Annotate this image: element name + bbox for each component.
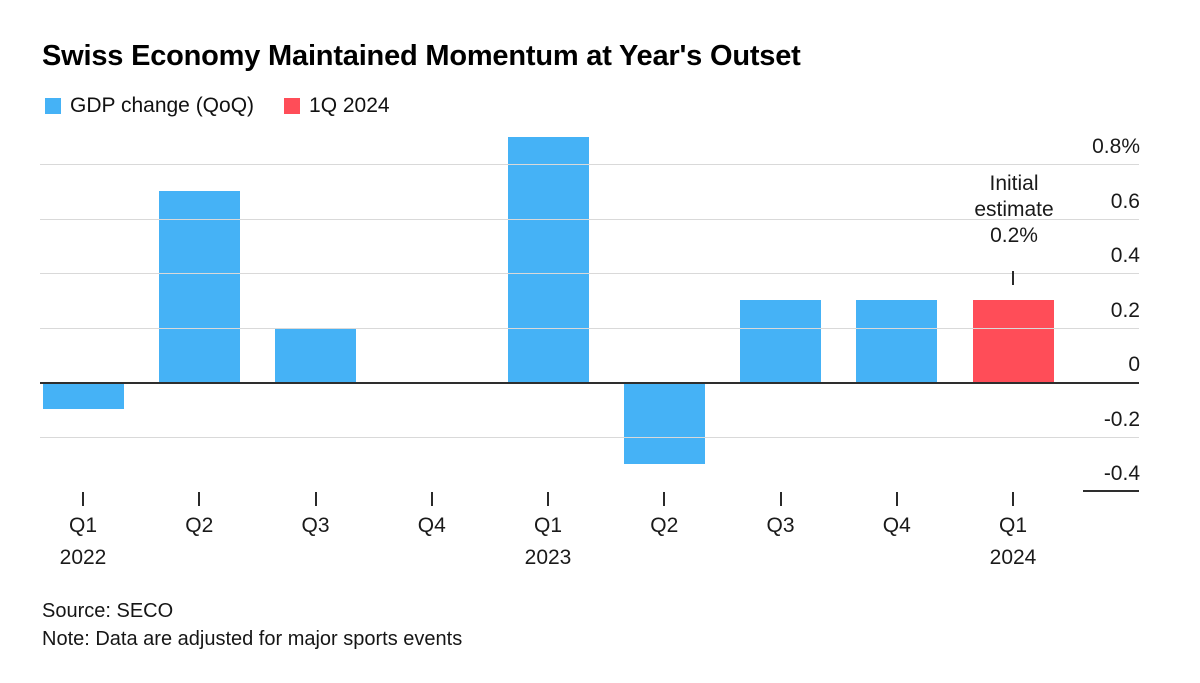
- bar-q1-2022: [42, 384, 124, 410]
- footer: Source: SECO Note: Data are adjusted for…: [42, 597, 462, 653]
- x-axis-label: Q1: [68, 514, 97, 537]
- x-axis-year-label: 2024: [989, 546, 1037, 569]
- legend-label: 1Q 2024: [309, 94, 390, 117]
- legend-swatch-blue: [45, 98, 61, 114]
- annotation-line: 0.2%: [990, 224, 1038, 247]
- bar-q3: [275, 327, 356, 382]
- gridline: [40, 327, 1139, 329]
- gridline: [40, 218, 1139, 220]
- legend-item-gdp-change: GDP change (QoQ): [45, 94, 254, 118]
- gridline: [40, 436, 1139, 438]
- bar-q2: [158, 191, 240, 382]
- gridline: [40, 273, 1139, 274]
- x-axis-tick: [314, 492, 317, 506]
- x-axis-label: Q2: [185, 514, 214, 537]
- x-axis-tick: [82, 492, 84, 506]
- annotation-line: Initial: [989, 172, 1039, 195]
- x-axis-tick: [198, 492, 201, 506]
- x-axis-tick: [430, 492, 433, 506]
- x-axis-tick: [895, 492, 898, 506]
- chart-title: Swiss Economy Maintained Momentum at Yea…: [42, 40, 801, 72]
- y-axis-label: 0.2: [1110, 298, 1140, 322]
- x-axis-tick: [547, 492, 549, 506]
- bar-q3: [740, 300, 821, 382]
- bar-q1-2023: [507, 136, 589, 382]
- x-axis-label: Q3: [766, 514, 795, 537]
- zero-axis-line: [40, 382, 1139, 384]
- legend-item-1q-2024: 1Q 2024: [284, 94, 390, 118]
- note-text: Note: Data are adjusted for major sports…: [42, 628, 463, 650]
- x-axis-year-label: 2022: [59, 546, 107, 569]
- x-axis-label: Q4: [417, 514, 446, 537]
- x-axis-tick: [663, 492, 666, 506]
- x-axis-tick: [779, 492, 782, 506]
- bar-q1-2024-highlight: [972, 300, 1054, 382]
- x-axis-label: Q3: [301, 514, 330, 537]
- source-text: Source: SECO: [42, 600, 174, 622]
- annotation-line: estimate: [974, 198, 1054, 221]
- x-axis-year-label: 2023: [524, 546, 572, 569]
- legend: GDP change (QoQ) 1Q 2024: [45, 94, 420, 118]
- legend-label: GDP change (QoQ): [70, 94, 255, 117]
- legend-swatch-red: [284, 98, 301, 114]
- bar-q2: [623, 384, 705, 464]
- y-axis-label: -0.2: [1103, 407, 1140, 431]
- x-axis-label: Q2: [650, 514, 679, 537]
- x-axis-label: Q4: [882, 514, 911, 537]
- y-axis-label: 0.6: [1110, 189, 1140, 213]
- annotation-initial-estimate: Initial estimate 0.2%: [901, 171, 1127, 249]
- y-axis-label: 0: [1128, 353, 1140, 376]
- x-axis-tick: [1012, 492, 1014, 506]
- gridline: [40, 164, 1139, 165]
- y-axis-label: -0.4: [1103, 462, 1140, 485]
- axis-baseline-stub: [1083, 490, 1139, 492]
- y-axis-label: 0.4: [1110, 244, 1140, 267]
- y-axis-label: 0.8%: [1092, 135, 1140, 158]
- annotation-leader-dash: [1012, 271, 1014, 285]
- x-axis-label: Q1: [533, 514, 562, 537]
- x-axis-label: Q1: [998, 514, 1027, 537]
- bar-q4: [856, 300, 938, 382]
